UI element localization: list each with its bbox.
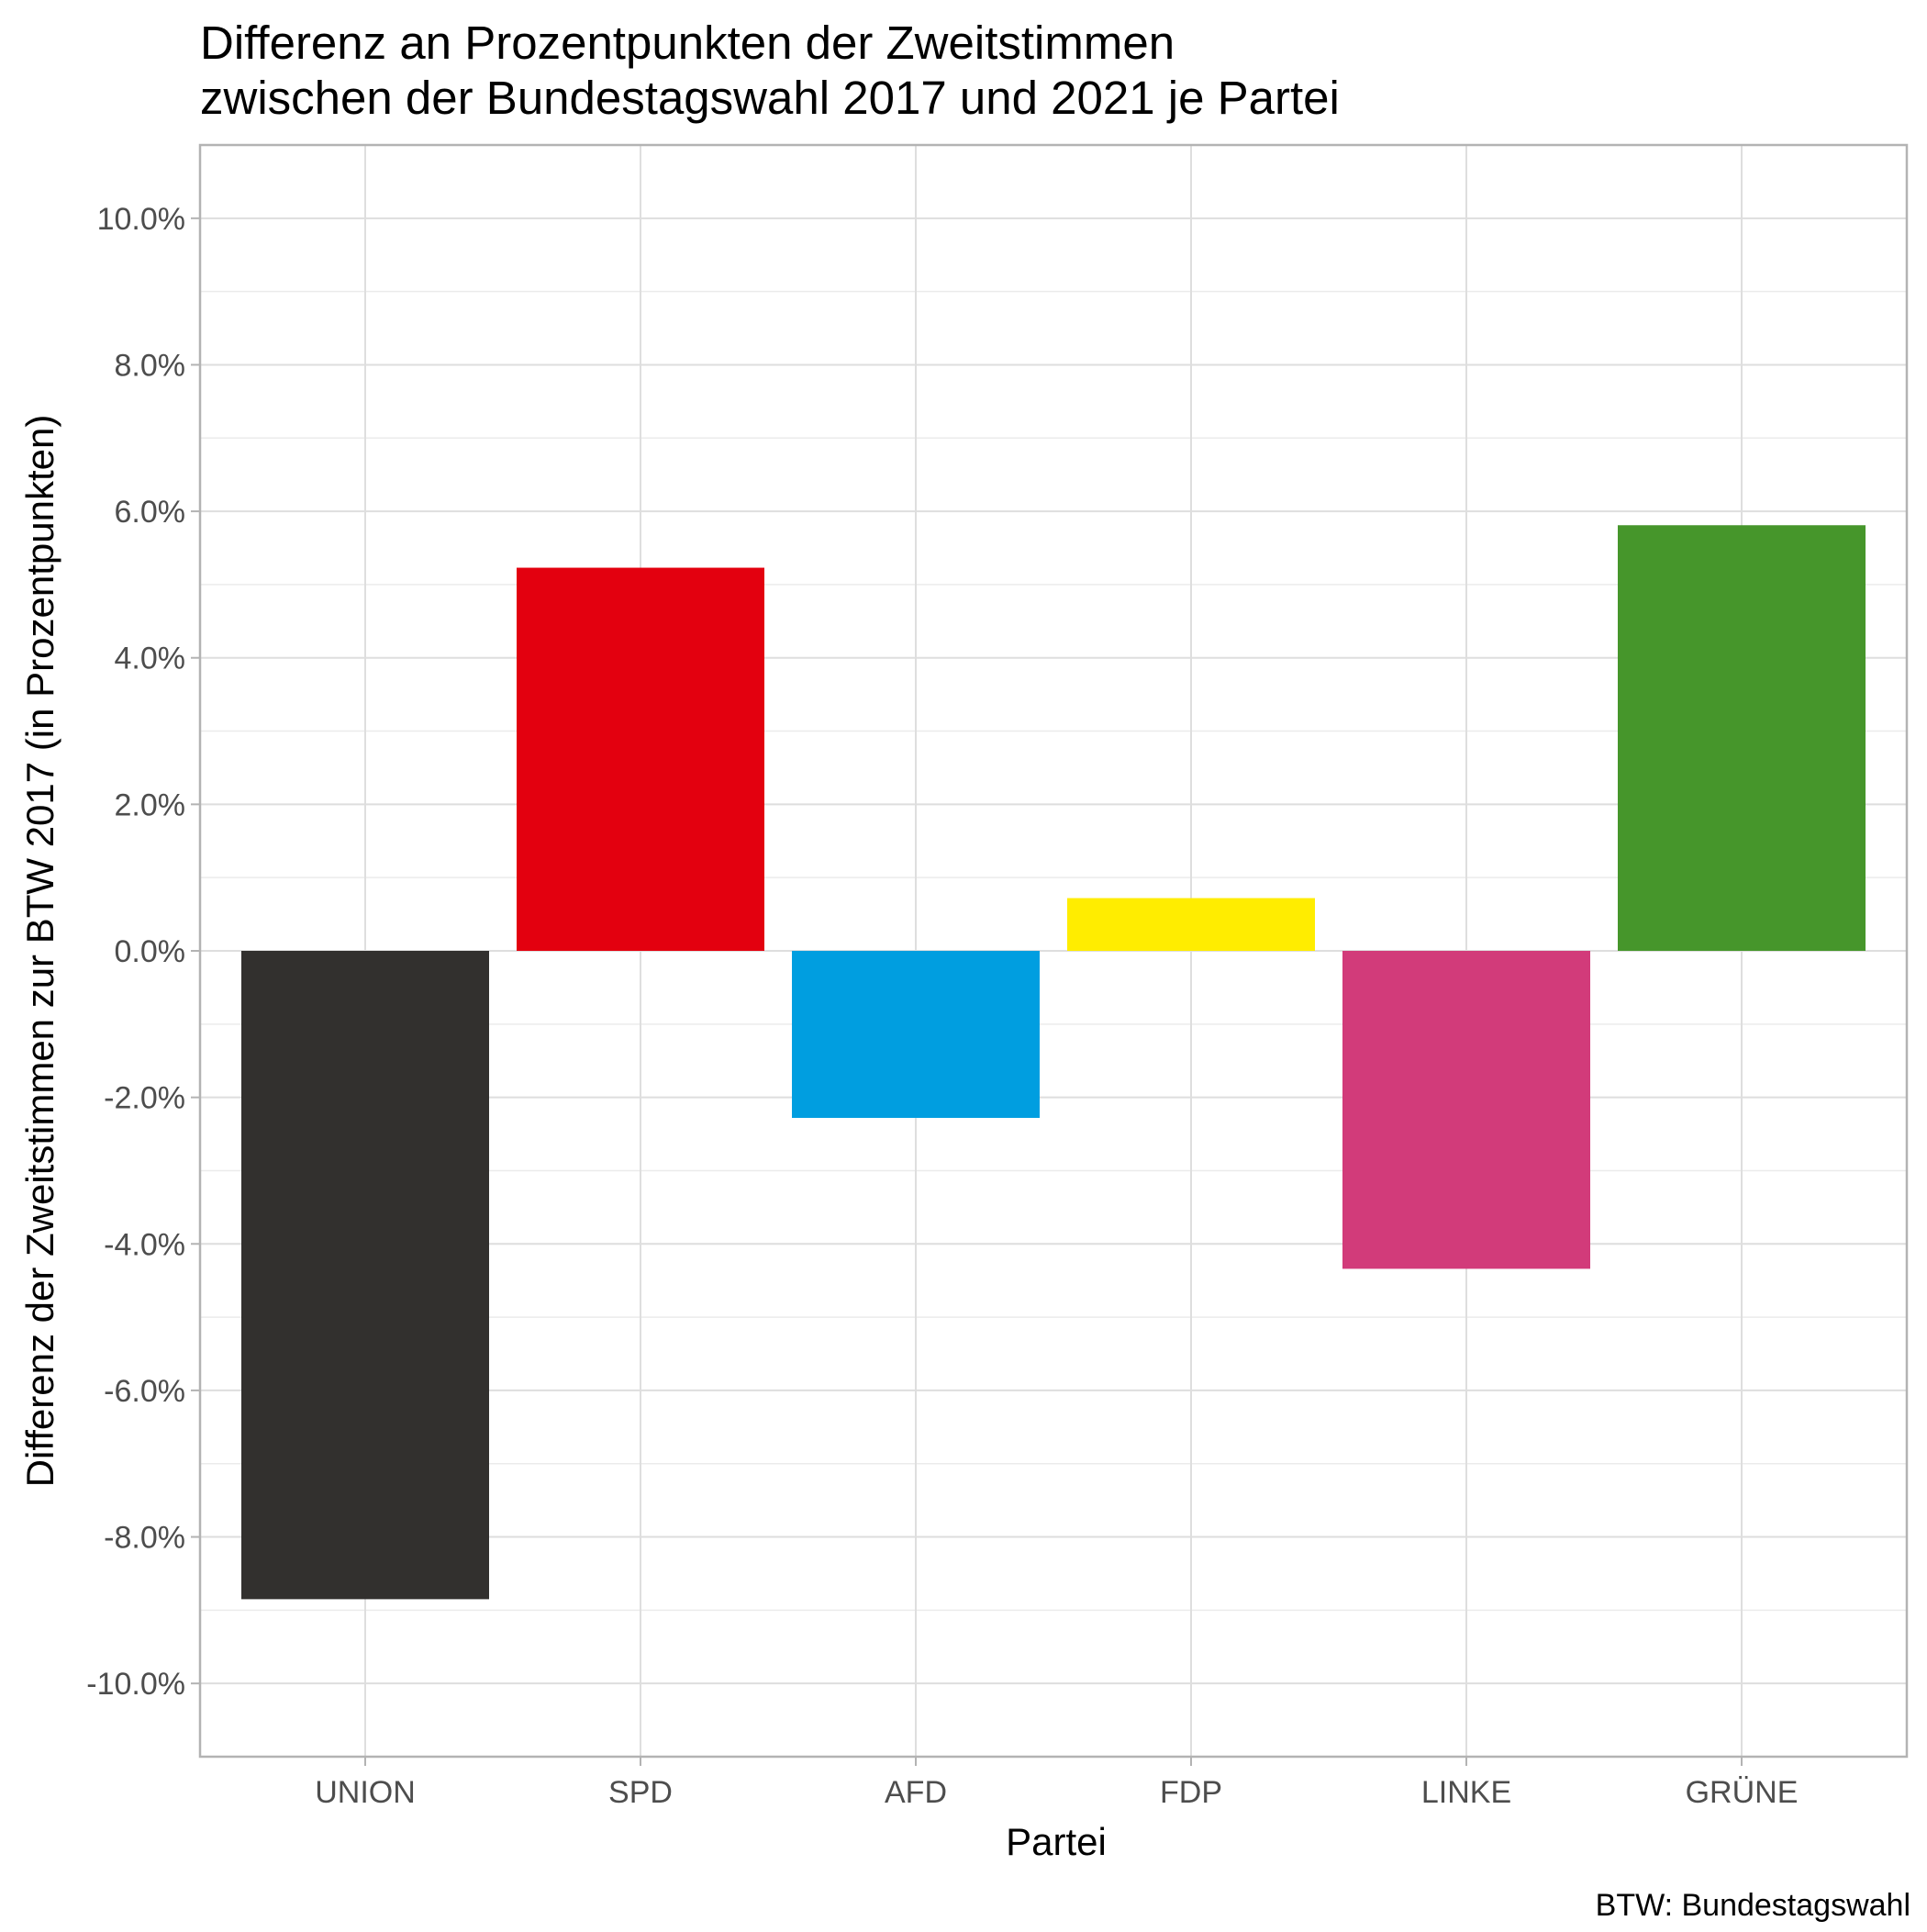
y-tick-label: 10.0%	[97, 202, 185, 237]
y-tick-label: 0.0%	[115, 934, 186, 969]
y-tick-label: -2.0%	[104, 1081, 185, 1116]
bar-spd	[517, 567, 764, 951]
x-tick-label: SPD	[608, 1775, 673, 1810]
x-tick-label: GRÜNE	[1686, 1775, 1799, 1810]
y-tick-label: -10.0%	[86, 1667, 185, 1702]
chart-title-line-2: zwischen der Bundestagswahl 2017 und 202…	[200, 72, 1340, 124]
chart-caption: BTW: Bundestagswahl	[1596, 1888, 1910, 1923]
y-tick-label: 8.0%	[115, 348, 186, 383]
y-tick-label: 2.0%	[115, 787, 186, 822]
y-tick-label: 4.0%	[115, 642, 186, 676]
y-axis-title: Differenz der Zweitstimmen zur BTW 2017 …	[18, 415, 61, 1488]
x-axis-title: Partei	[1006, 1820, 1107, 1863]
bar-grüne	[1618, 525, 1866, 951]
y-tick-label: -4.0%	[104, 1227, 185, 1262]
bar-linke	[1342, 951, 1590, 1269]
chart-title-line-1: Differenz an Prozentpunkten der Zweitsti…	[200, 17, 1175, 69]
y-tick-label: -8.0%	[104, 1521, 185, 1556]
y-axis-ticks: -10.0% -8.0% -6.0% -4.0% -2.0% 0.0% 2.0% 4.0% 6.…	[86, 202, 200, 1702]
bars	[241, 525, 1866, 1600]
y-tick-label: 6.0%	[115, 495, 186, 530]
x-axis-ticks: UNION SPD AFD FDP LINKE GRÜNE	[315, 1757, 1798, 1810]
y-tick-label: -6.0%	[104, 1374, 185, 1409]
bar-afd	[792, 951, 1040, 1118]
bar-fdp	[1067, 898, 1315, 951]
x-tick-label: FDP	[1160, 1775, 1222, 1810]
bar-union	[241, 951, 489, 1600]
x-tick-label: LINKE	[1421, 1775, 1511, 1810]
x-tick-label: AFD	[885, 1775, 947, 1810]
x-tick-label: UNION	[315, 1775, 416, 1810]
